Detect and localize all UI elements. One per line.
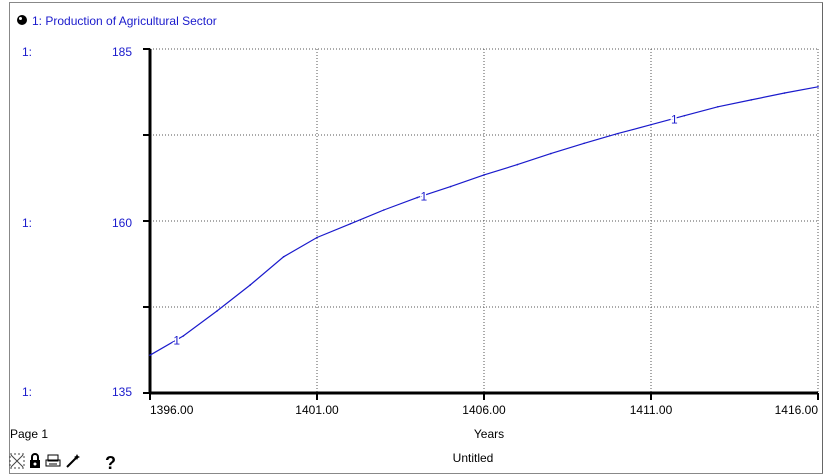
- y-tick-label-135: 135: [112, 385, 132, 399]
- series-selector-icon[interactable]: [17, 15, 27, 25]
- data-point: [316, 236, 318, 239]
- data-point: [383, 209, 385, 211]
- grid: [150, 48, 819, 393]
- graph-tool-icon[interactable]: [9, 453, 25, 473]
- y-tick-label-185: 185: [112, 45, 132, 59]
- data-point: [750, 99, 752, 101]
- x-tick-label: 1401.00: [295, 403, 339, 417]
- x-tick-label: 1411.00: [630, 403, 673, 417]
- series-marker-label: 1: [421, 189, 428, 203]
- data-point: [516, 163, 519, 166]
- x-tick-label: 1396.00: [150, 403, 194, 417]
- print-icon[interactable]: [45, 453, 61, 473]
- data-point: [282, 255, 285, 258]
- y-tick-label-160: 160: [112, 216, 132, 230]
- toolbar: ?: [9, 453, 116, 473]
- lock-icon[interactable]: [29, 453, 41, 473]
- data-point: [182, 335, 185, 337]
- y-unit-label-mid: 1:: [22, 216, 32, 230]
- x-tick-label: 1416.00: [775, 403, 819, 417]
- series-marker-label: 1: [173, 334, 180, 348]
- data-point: [416, 196, 419, 199]
- x-tick-label: 1406.00: [462, 403, 506, 417]
- x-tick-labels: 1396.00 1401.00 1406.00 1411.00 1416.00: [150, 403, 818, 417]
- series-selector-icon-highlight: [19, 17, 22, 20]
- data-point: [683, 114, 686, 117]
- series-group: 1 1 1: [149, 86, 819, 356]
- model-name: Untitled: [453, 451, 494, 465]
- data-point: [583, 142, 585, 145]
- data-point: [149, 354, 151, 356]
- page-label[interactable]: Page 1: [10, 427, 48, 441]
- x-axis-title: Years: [474, 427, 504, 441]
- data-point: [616, 132, 619, 135]
- data-point: [717, 105, 719, 108]
- help-icon[interactable]: ?: [105, 453, 116, 473]
- data-point: [449, 185, 452, 188]
- data-point: [817, 86, 819, 88]
- data-point: [483, 174, 485, 176]
- data-point: [650, 123, 652, 126]
- data-point: [550, 152, 552, 155]
- data-point: [783, 92, 786, 94]
- series-marker-label: 1: [671, 112, 678, 126]
- data-point: [249, 284, 251, 286]
- series-title: 1: Production of Agricultural Sector: [32, 14, 217, 28]
- axes: [143, 48, 819, 400]
- data-point: [216, 310, 218, 312]
- graph-pad-frame: [9, 2, 823, 474]
- data-point: [349, 222, 352, 225]
- y-unit-label-bottom: 1:: [22, 385, 32, 399]
- y-unit-label-top: 1:: [22, 45, 32, 59]
- magic-wand-icon[interactable]: [65, 453, 81, 473]
